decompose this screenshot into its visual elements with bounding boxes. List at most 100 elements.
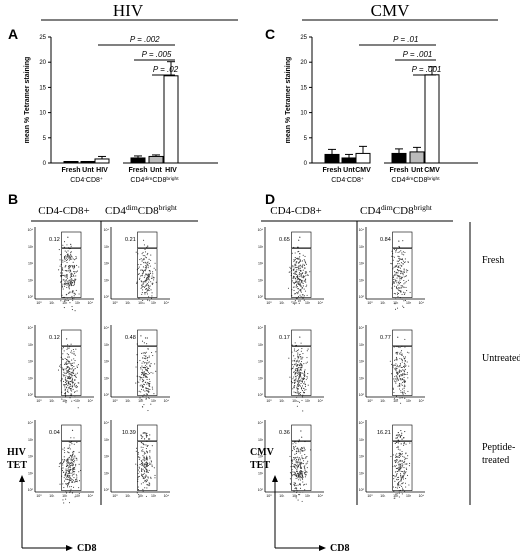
event-dot [66,474,68,476]
event-dot [68,269,70,271]
event-dot [289,478,291,480]
cd8-gate [137,346,158,396]
event-dot [307,460,309,462]
event-dot [57,369,60,371]
event-dot [296,461,299,463]
event-dot [297,466,300,468]
event-dot [294,252,296,254]
event-dot [399,436,401,438]
event-dot [64,283,66,285]
event-dot [72,261,74,263]
event-dot [59,462,61,464]
event-dot [149,462,151,464]
event-dot [298,277,300,279]
event-dot [147,409,149,412]
event-dot [144,275,146,277]
event-dot [59,265,61,267]
event-dot [306,294,308,296]
event-dot [296,360,298,362]
event-dot [151,386,153,388]
event-dot [145,284,147,286]
event-dot [403,444,405,446]
plot-tick-label: 10⁴ [359,326,365,330]
event-dot [149,484,151,486]
plot-tick-label: 10¹ [49,301,55,305]
event-dot [141,384,144,387]
event-dot [66,244,68,246]
event-dot [148,262,150,264]
event-dot [70,254,72,256]
event-dot [297,451,299,453]
event-dot [394,460,396,462]
event-dot [297,392,299,394]
event-dot [69,265,71,267]
event-dot [145,257,148,259]
plot-tick-label: 10² [292,301,298,305]
event-dot [70,251,72,253]
event-dot [304,290,307,292]
event-dot [143,239,145,241]
event-dot [293,446,295,448]
plot-tick-label: 10⁴ [104,228,110,232]
event-dot [295,265,297,267]
event-dot [389,360,391,362]
event-dot [142,461,144,463]
event-dot [69,467,71,469]
event-dot [67,451,69,453]
event-dot [401,465,404,467]
event-dot [299,278,302,280]
event-dot [295,461,297,463]
y-axis-label: TET [250,460,270,471]
event-dot [396,282,398,284]
event-dot [72,372,74,374]
column-header: CD4dimCD8bright [360,203,433,218]
event-dot [145,373,147,375]
event-dot [141,284,143,286]
event-dot [297,382,299,385]
event-dot [298,381,300,383]
event-dot [143,352,145,354]
event-dot [395,249,397,252]
event-dot [400,371,402,373]
event-dot [65,472,67,474]
plot-tick-label: 10⁰ [104,295,110,299]
event-dot [65,259,67,262]
event-dot [296,350,298,352]
event-dot [146,293,148,295]
event-dot [78,493,80,495]
event-dot [67,460,69,462]
event-dot [150,363,152,365]
event-dot [70,343,72,345]
event-dot [401,454,403,456]
event-dot [76,387,78,389]
event-dot [300,356,302,358]
event-dot [397,456,399,458]
label-part: CD8 [393,205,414,217]
event-dot [141,388,143,390]
event-dot [399,453,401,456]
event-dot [72,454,74,456]
event-dot [299,336,301,338]
event-dot [298,476,300,478]
plot-tick-label: 10⁰ [104,488,110,492]
event-dot [300,260,302,262]
event-dot [60,254,62,256]
event-dot [393,281,395,283]
event-dot [407,377,409,379]
event-dot [301,388,303,390]
event-dot [292,465,294,467]
event-dot [135,447,138,449]
event-dot [293,463,295,465]
event-dot [299,259,301,261]
event-dot [300,291,302,293]
event-dot [405,471,407,473]
event-dot [71,378,73,381]
event-dot [142,473,144,475]
y-tick-label: 25 [300,35,307,41]
event-dot [397,484,400,486]
event-dot [296,365,299,367]
plot-tick-label: 10³ [359,438,365,442]
event-dot [403,365,406,367]
